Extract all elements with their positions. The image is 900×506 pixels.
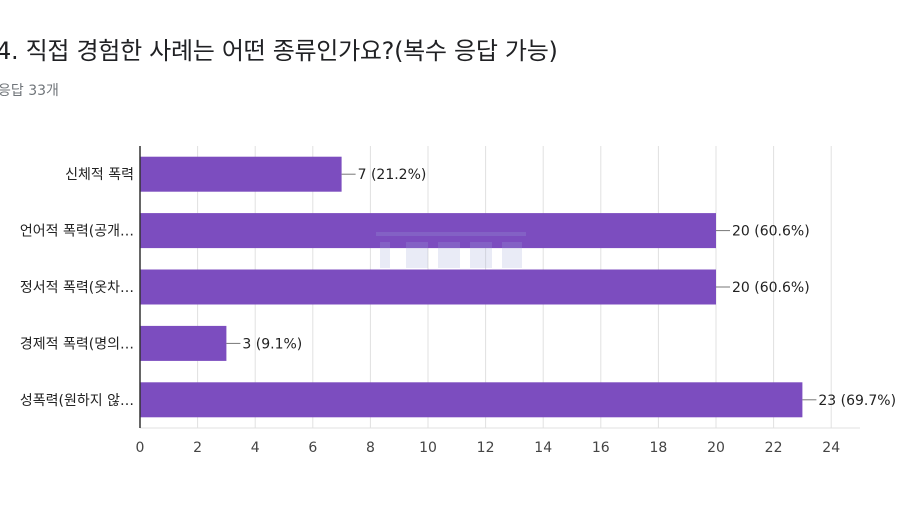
x-tick-label: 4 — [251, 440, 260, 456]
x-tick-label: 22 — [765, 440, 783, 456]
response-count: 응답 33개 — [0, 83, 59, 99]
data-label: 20 (60.6%) — [732, 224, 810, 240]
chart-title: 4. 직접 경험한 사례는 어떤 종류인가요?(복수 응답 가능) — [0, 37, 558, 65]
bar — [140, 156, 342, 192]
data-label: 23 (69.7%) — [818, 393, 896, 409]
x-tick-label: 12 — [477, 440, 495, 456]
bar — [140, 325, 227, 361]
x-tick-label: 14 — [534, 440, 552, 456]
data-label: 20 (60.6%) — [732, 280, 810, 296]
x-tick-label: 24 — [822, 440, 840, 456]
x-tick-label: 0 — [136, 440, 145, 456]
watermark-logo — [376, 232, 526, 268]
bar — [140, 269, 716, 305]
bar — [140, 213, 716, 249]
x-tick-label: 16 — [592, 440, 610, 456]
x-tick-label: 6 — [308, 440, 317, 456]
category-label: 성폭력(원하지 않… — [20, 393, 134, 409]
data-label: 7 (21.2%) — [358, 167, 427, 183]
category-label: 정서적 폭력(옷차… — [20, 280, 134, 296]
x-tick-label: 18 — [649, 440, 667, 456]
category-label: 신체적 폭력 — [65, 167, 134, 183]
bar — [140, 382, 803, 418]
x-tick-label: 20 — [707, 440, 725, 456]
x-tick-label: 8 — [366, 440, 375, 456]
category-label: 경제적 폭력(명의… — [20, 336, 134, 352]
x-tick-label: 10 — [419, 440, 437, 456]
category-label: 언어적 폭력(공개… — [20, 224, 134, 240]
x-tick-label: 2 — [193, 440, 202, 456]
data-label: 3 (9.1%) — [242, 336, 302, 352]
